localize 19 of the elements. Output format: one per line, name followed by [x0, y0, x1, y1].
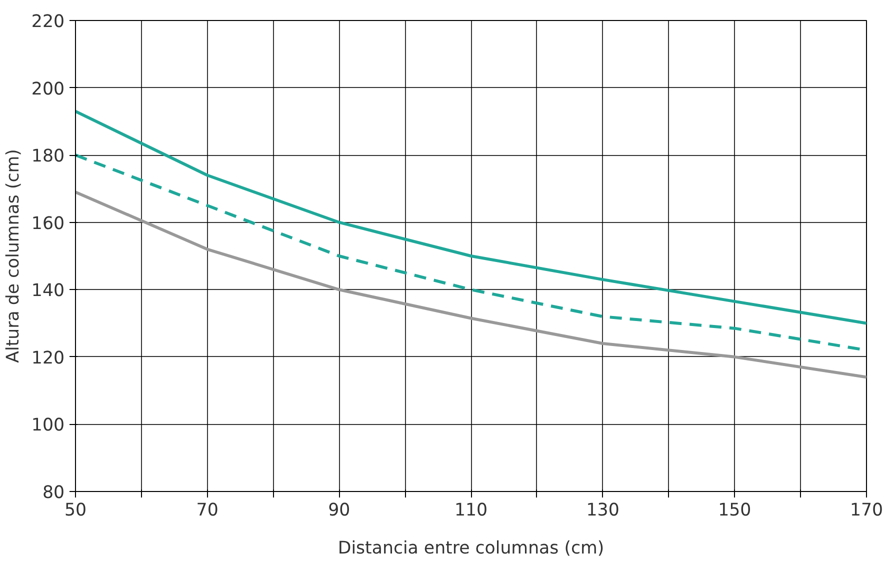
- y-tick-label: 120: [31, 348, 65, 368]
- x-tick-label: 130: [586, 500, 620, 520]
- y-tick-label: 140: [31, 281, 65, 302]
- x-tick-label: 50: [64, 500, 87, 520]
- x-tick-label: 170: [850, 500, 884, 520]
- y-tick-label: 80: [42, 483, 65, 503]
- x-tick-label: 110: [454, 500, 488, 520]
- x-tick-label: 70: [196, 500, 218, 520]
- x-tick-label: 150: [718, 500, 752, 520]
- y-tick-label: 160: [31, 214, 65, 234]
- x-tick-label: 90: [328, 500, 350, 520]
- y-axis-title: Altura de columnas (cm): [3, 149, 24, 363]
- y-tick-label: 100: [31, 416, 65, 436]
- y-tick-label: 180: [31, 146, 65, 167]
- line-series: [76, 190, 866, 379]
- y-tick-label: 220: [31, 12, 65, 32]
- line-series: [76, 110, 866, 325]
- x-axis-title: Distancia entre columnas (cm): [338, 538, 604, 558]
- y-tick-label: 200: [31, 79, 65, 100]
